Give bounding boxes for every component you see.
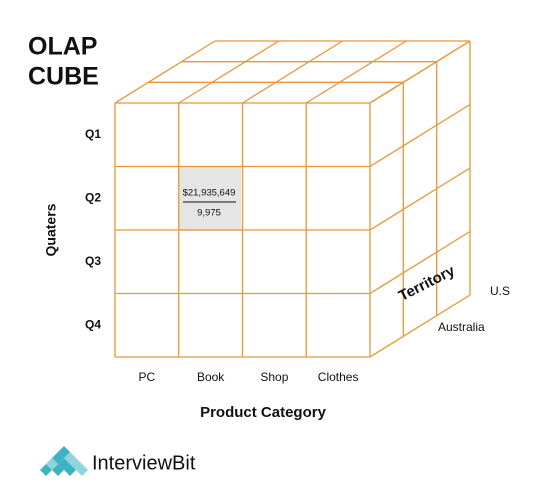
title-line: OLAP <box>28 33 97 61</box>
logo-text: InterviewBit <box>92 452 196 474</box>
column-label: PC <box>139 370 156 384</box>
logo-icon <box>40 446 88 476</box>
row-label: Q4 <box>85 317 101 331</box>
cube-edge <box>369 103 471 168</box>
cube-edge <box>242 40 343 104</box>
column-label: Clothes <box>318 370 359 384</box>
cube-edge <box>369 230 471 295</box>
cube-edge <box>369 40 471 104</box>
depth-member: U.S <box>490 284 510 298</box>
row-label: Q2 <box>85 190 101 204</box>
cube <box>114 40 471 358</box>
column-label: Book <box>197 370 225 384</box>
row-label: Q1 <box>85 127 101 141</box>
title-line: CUBE <box>28 63 99 91</box>
cube-edge <box>305 40 407 104</box>
row-label: Q3 <box>85 254 101 268</box>
cell-count: 9,975 <box>197 208 221 219</box>
column-label: Shop <box>260 370 288 384</box>
cell-amount: $21,935,649 <box>183 188 236 199</box>
highlight-cell <box>178 167 241 231</box>
cube-edge <box>178 40 280 104</box>
cube-edge <box>369 167 471 231</box>
cube-edge <box>114 40 216 104</box>
y-axis-label: Quaters <box>43 203 59 256</box>
x-axis-label: Product Category <box>200 404 327 421</box>
cube-edge <box>369 294 471 358</box>
depth-axis-label: Territory <box>396 262 458 305</box>
depth-member: Australia <box>438 320 485 334</box>
